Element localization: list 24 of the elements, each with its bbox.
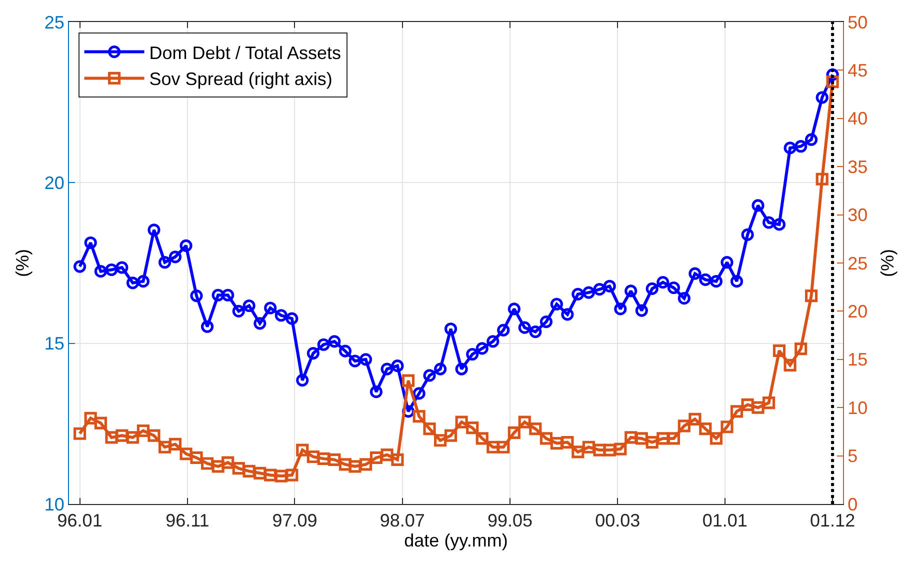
y-tick-label: 20 [44, 172, 64, 193]
x-tick-label: 98.07 [380, 510, 425, 531]
y2-tick-label: 50 [848, 12, 868, 32]
y-tick-label: 15 [44, 334, 64, 354]
y-tick-label: 25 [44, 12, 64, 32]
y2-tick-label: 40 [848, 108, 868, 129]
y2-tick-label: 15 [848, 350, 868, 370]
y2-tick-label: 45 [848, 60, 868, 80]
y2-tick-label: 25 [848, 253, 868, 274]
x-tick-label: 00.03 [595, 510, 640, 531]
x-tick-label: 97.09 [272, 510, 318, 531]
y2-axis-title: (%) [878, 249, 898, 277]
y2-tick-label: 5 [848, 446, 858, 466]
x-tick-label: 99.05 [487, 510, 533, 531]
legend-label: Sov Spread (right axis) [149, 69, 332, 90]
y2-tick-label: 20 [848, 302, 868, 322]
y-axis-title: (%) [12, 249, 33, 277]
y2-tick-label: 10 [848, 398, 868, 418]
y2-tick-label: 35 [848, 156, 868, 177]
x-axis-title: date (yy.mm) [404, 530, 508, 551]
legend-label: Dom Debt / Total Assets [149, 42, 342, 63]
x-tick-label: 96.11 [166, 510, 210, 531]
x-tick-label: 01.01 [702, 510, 748, 531]
y2-tick-label: 30 [848, 205, 868, 226]
